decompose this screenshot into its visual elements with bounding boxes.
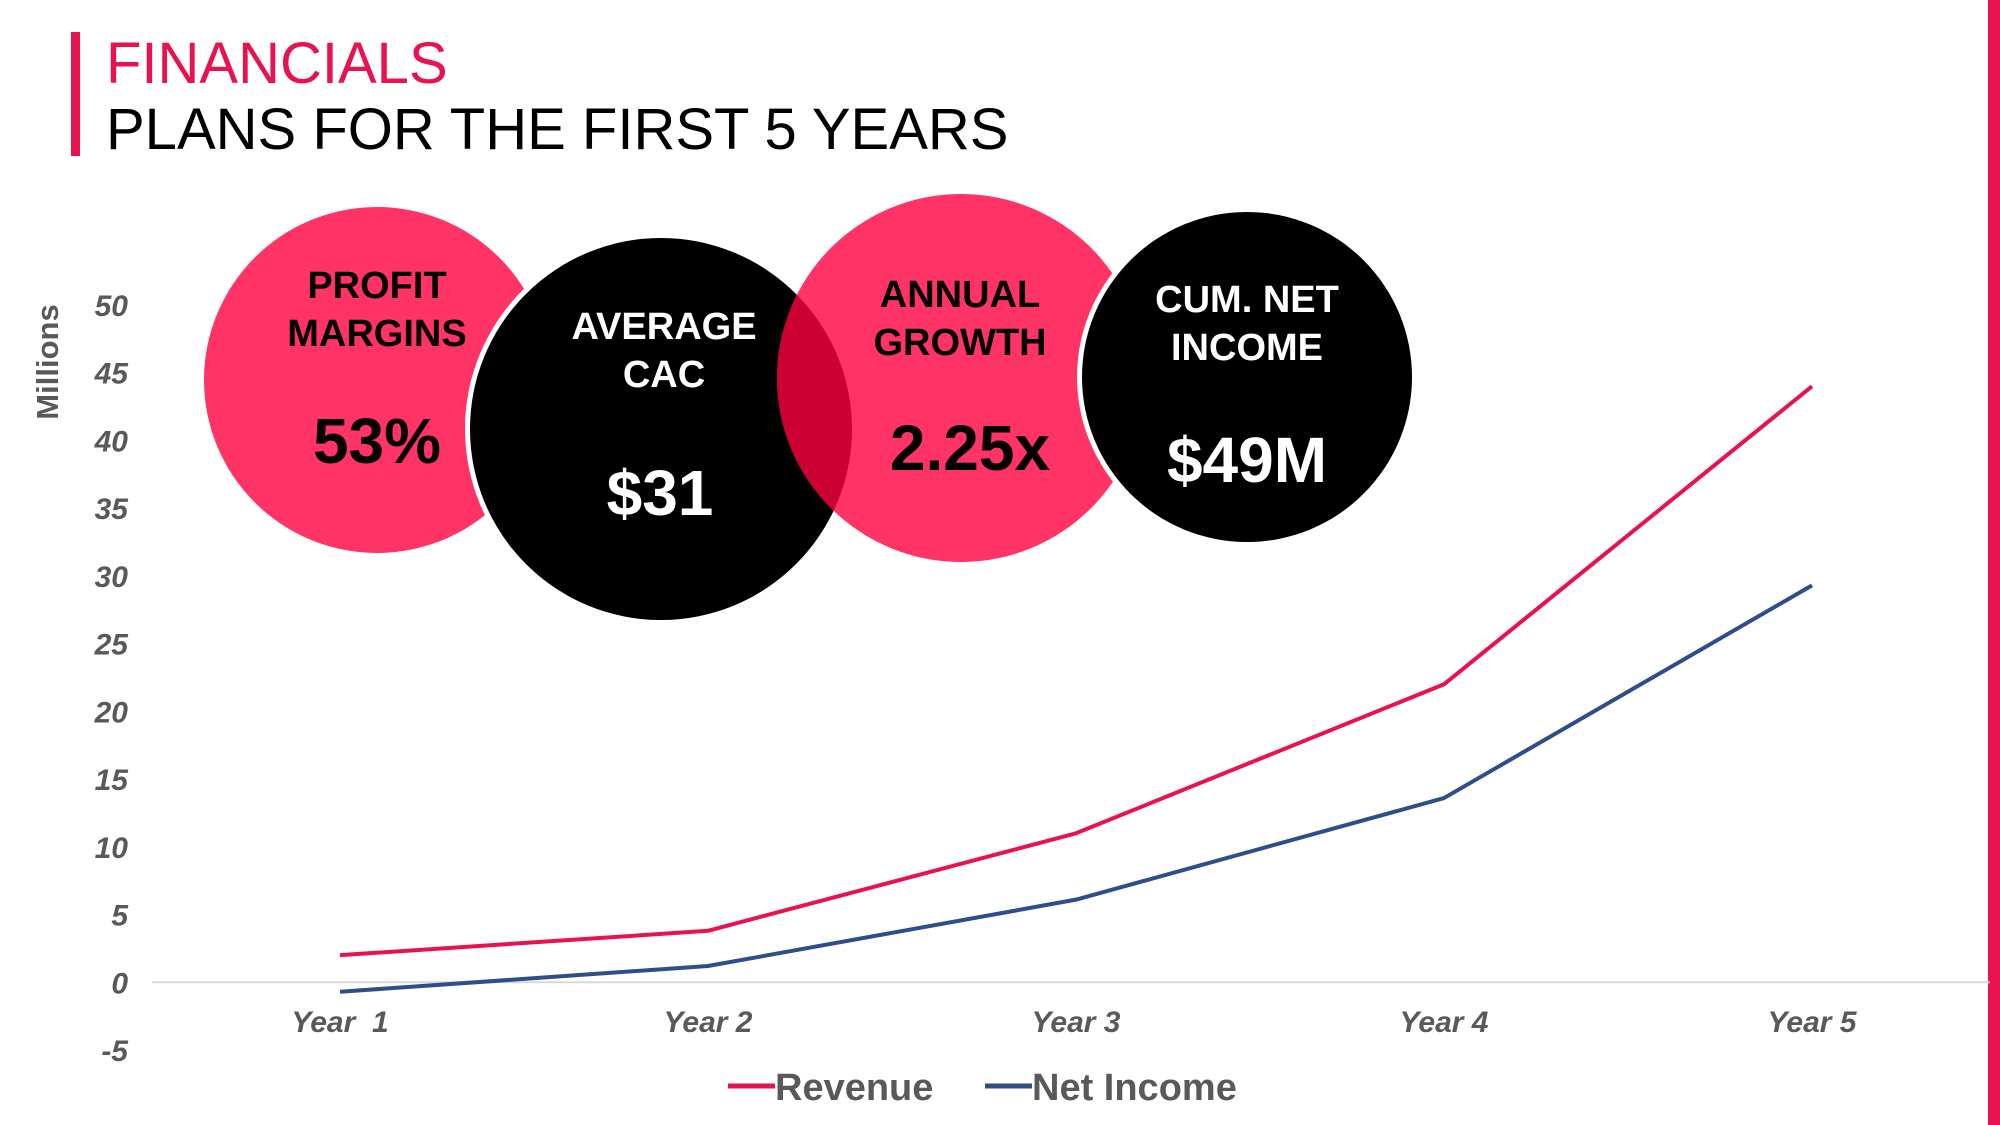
y-tick-label: 15 — [95, 764, 130, 797]
title-accent-bar — [71, 32, 80, 156]
kpi-value-profit-margins: 53% — [313, 405, 441, 477]
y-tick-label: 30 — [95, 561, 129, 594]
y-tick-label: 20 — [94, 696, 129, 729]
kpi-value-annual-growth: 2.25x — [890, 412, 1051, 484]
slide-title: FINANCIALS — [106, 31, 448, 96]
slide-edge-stripe — [1988, 0, 2000, 1125]
y-tick-label: 25 — [94, 629, 130, 662]
kpi-label-cac-line2: CAC — [623, 354, 705, 396]
y-axis-title: Millions — [30, 304, 65, 419]
kpi-circle-profit-margins — [204, 207, 550, 553]
kpi-circle-annual-growth — [777, 194, 1145, 562]
series-line-net-income — [339, 583, 1814, 994]
slide-subtitle: PLANS FOR THE FIRST 5 YEARS — [106, 97, 1009, 162]
kpi-circle-cum-net-income — [1082, 212, 1412, 542]
kpi-label-cumnet-line1: CUM. NET — [1155, 279, 1339, 321]
y-tick-label: 40 — [94, 425, 129, 458]
y-tick-label: 50 — [95, 290, 129, 323]
y-tick-label: 45 — [94, 358, 130, 391]
y-tick-label: 10 — [95, 832, 129, 865]
legend-label-net-income: Net Income — [1032, 1067, 1237, 1109]
kpi-circle-average-cac — [470, 238, 852, 620]
kpi-label-profit-line1: PROFIT — [307, 265, 446, 307]
kpi-label-profit-line2: MARGINS — [287, 313, 466, 355]
kpi-group: PROFIT MARGINS 53% AVERAGE CAC $31 ANNUA… — [204, 194, 1417, 625]
kpi-label-cumnet-line2: INCOME — [1171, 327, 1323, 369]
y-tick-label: 5 — [111, 900, 129, 933]
kpi-value-cum-net-income: $49M — [1167, 424, 1327, 496]
x-axis-ticks: Year 1 Year 2 Year 3 Year 4 Year 5 — [291, 1006, 1857, 1039]
y-tick-label: -5 — [101, 1035, 129, 1068]
y-tick-label: 0 — [111, 967, 128, 1000]
y-tick-label: 35 — [95, 493, 130, 526]
x-tick-label: Year 3 — [1032, 1006, 1121, 1039]
series-line-revenue — [339, 384, 1814, 958]
kpi-label-growth-line2: GROWTH — [873, 322, 1046, 364]
series-lines — [339, 384, 1814, 994]
x-tick-label: Year 5 — [1768, 1006, 1858, 1039]
x-tick-label: Year 4 — [1400, 1006, 1489, 1039]
kpi-value-average-cac: $31 — [607, 457, 714, 529]
kpi-label-growth-line1: ANNUAL — [880, 274, 1040, 316]
x-tick-label: Year 1 — [291, 1006, 388, 1039]
legend-label-revenue: Revenue — [775, 1067, 933, 1109]
chart-legend: Revenue Net Income — [728, 1067, 1237, 1109]
x-tick-label: Year 2 — [664, 1006, 753, 1039]
kpi-label-cac-line1: AVERAGE — [571, 306, 756, 348]
